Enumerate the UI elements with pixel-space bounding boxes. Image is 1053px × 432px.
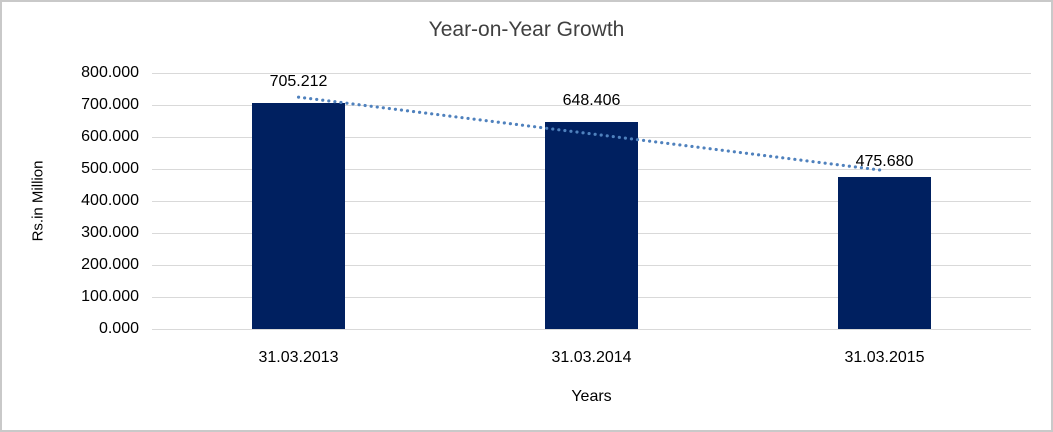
y-tick-label: 600.000 (81, 128, 139, 145)
data-label: 705.212 (269, 73, 328, 91)
y-tick-label: 800.000 (81, 64, 139, 81)
y-tick-label: 400.000 (81, 192, 139, 209)
y-tick-label: 100.000 (81, 288, 139, 305)
y-axis-title: Rs.in Million (29, 160, 47, 242)
y-tick-label: 0.000 (98, 320, 139, 337)
y-tick-label: 300.000 (81, 224, 139, 241)
x-tick-label: 31.03.2013 (258, 349, 339, 366)
y-tick-label: 500.000 (81, 160, 139, 177)
bar-31.03.2014 (545, 121, 638, 329)
data-label: 475.680 (855, 152, 914, 170)
y-tick-label: 700.000 (81, 96, 139, 113)
gridline (152, 328, 1031, 330)
chart-title: Year-on-Year Growth (428, 18, 625, 41)
x-axis-title: Years (571, 388, 612, 405)
x-tick-label: 31.03.2015 (844, 349, 925, 366)
bar-31.03.2015 (838, 176, 931, 329)
x-tick-label: 31.03.2014 (551, 349, 632, 366)
gridline (152, 72, 1031, 74)
bar-31.03.2013 (252, 103, 345, 329)
data-label: 648.406 (562, 91, 621, 109)
y-tick-label: 200.000 (81, 256, 139, 273)
